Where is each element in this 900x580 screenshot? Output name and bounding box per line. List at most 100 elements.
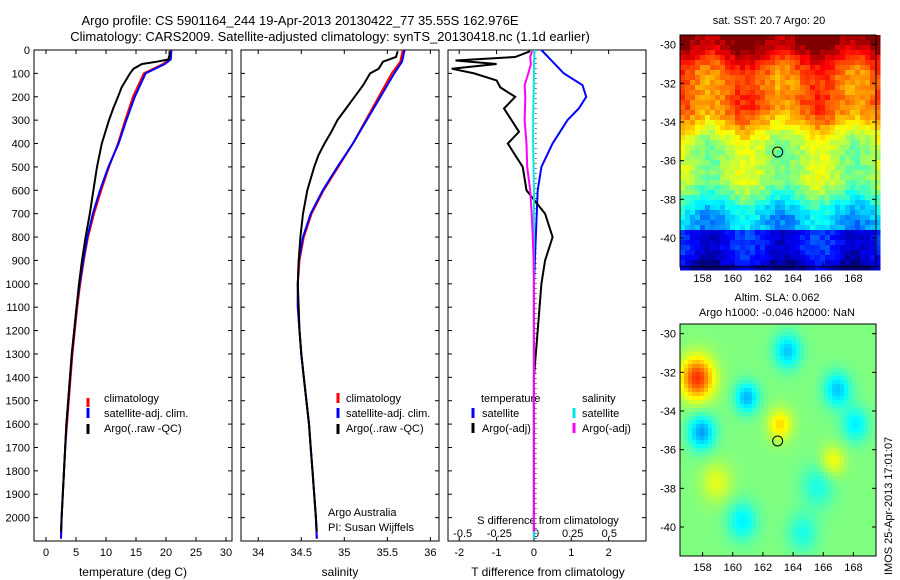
map-cell [768,520,773,525]
map-cell [855,100,861,106]
map-cell [700,255,706,261]
map-cell [688,468,693,473]
sla-map-title-line1: Altim. SLA: 0.062 [735,292,820,304]
map-cell [792,452,797,457]
map-cell [865,265,871,271]
map-cell [825,110,831,116]
map-cell [816,408,821,413]
map-cell [765,50,771,56]
map-cell [844,340,849,345]
map-cell [864,372,869,377]
map-cell [804,552,809,557]
map-cell [772,360,777,365]
map-cell [800,372,805,377]
map-cell [772,500,777,505]
map-cell [815,265,821,271]
map-cell [705,245,711,251]
map-cell [776,512,781,517]
map-cell [756,436,761,441]
map-cell [828,424,833,429]
map-cell [695,245,701,251]
map-cell [712,548,717,553]
map-cell [785,175,791,181]
map-cell [844,480,849,485]
map-cell [848,356,853,361]
map-cell [690,165,696,171]
map-cell [812,436,817,441]
map-cell [810,105,816,111]
map-cell [780,200,786,206]
map-cell [750,250,756,256]
map-cell [828,512,833,517]
map-cell [875,55,881,61]
map-cell [845,60,851,66]
map-cell [684,500,689,505]
map-cell [860,432,865,437]
map-cell [720,332,725,337]
map-cell [716,408,721,413]
map-cell [752,480,757,485]
map-cell [684,552,689,557]
map-cell [736,552,741,557]
map-cell [870,35,876,41]
map-cell [700,90,706,96]
map-cell [688,408,693,413]
map-cell [732,412,737,417]
map-cell [820,540,825,545]
map-cell [792,528,797,533]
map-cell [765,190,771,196]
map-cell [735,210,741,216]
map-cell [715,175,721,181]
map-cell [832,416,837,421]
map-cell [856,468,861,473]
map-cell [860,255,866,261]
map-cell [732,524,737,529]
map-cell [708,356,713,361]
map-cell [755,155,761,161]
map-cell [720,230,726,236]
map-cell [784,480,789,485]
map-cell [864,512,869,517]
map-cell [804,520,809,525]
map-cell [695,95,701,101]
map-cell [808,512,813,517]
map-cell [688,392,693,397]
map-cell [800,120,806,126]
map-cell [748,432,753,437]
map-cell [860,480,865,485]
map-cell [730,255,736,261]
y-tick-label: 300 [12,115,30,127]
map-cell [840,480,845,485]
map-cell [815,250,821,256]
map-cell [690,120,696,126]
map-cell [830,215,836,221]
map-cell [820,45,826,51]
map-cell [844,416,849,421]
map-y-tick-label: -32 [660,78,676,90]
map-cell [700,95,706,101]
map-cell [732,340,737,345]
map-cell [835,240,841,246]
x-tick-label: 2 [606,547,612,559]
map-cell [780,340,785,345]
map-cell [760,420,765,425]
map-cell [830,85,836,91]
map-cell [830,175,836,181]
map-cell [760,368,765,373]
map-cell [865,215,871,221]
map-cell [805,185,811,191]
map-cell [688,496,693,501]
map-cell [850,135,856,141]
map-cell [770,190,776,196]
map-cell [812,348,817,353]
map-cell [805,115,811,121]
map-cell [680,376,685,381]
map-cell [850,245,856,251]
map-cell [764,476,769,481]
map-cell [805,230,811,236]
map-cell [688,440,693,445]
map-cell [840,348,845,353]
map-cell [810,100,816,106]
map-cell [872,360,877,365]
map-cell [705,115,711,121]
